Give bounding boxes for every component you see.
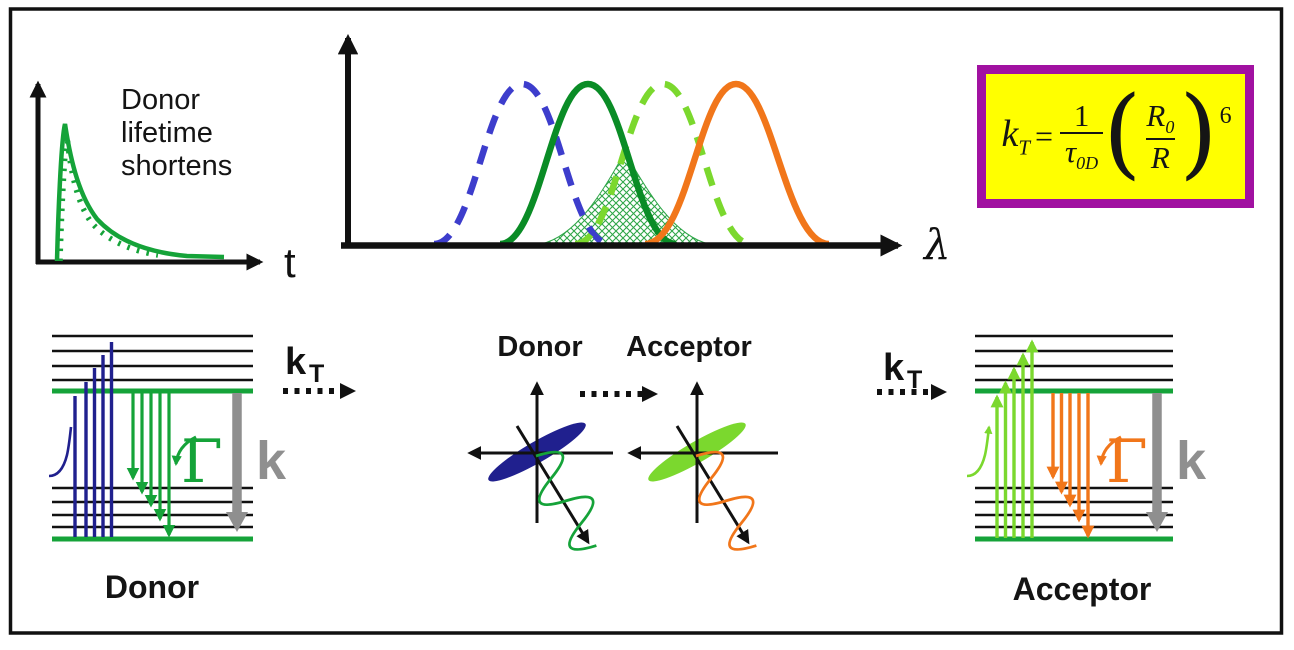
kt-label-subscript: T [309,360,324,388]
acceptor-nonradiative-rate-k-label: k [1176,431,1207,491]
acceptor-excitation-swoosh [966,425,993,478]
forster-rate-equation: kT = 1 τ0D ( R0 R ) 6 [1001,75,1232,190]
acceptor-dipole-diagram [627,381,778,551]
formula-r0-base: R [1146,97,1166,133]
transition-dipole-panel: Donor Acceptor [467,331,778,551]
donor-jablonski-diagram: Γ k Donor [48,334,287,605]
energy-transfer-right: k T [877,347,947,400]
acceptor-excitation-arrows [990,339,1039,538]
slide-frame [8,7,1284,635]
spectra-wavelength-axis-label: λ [922,220,951,269]
donor-radiative-rate-gamma-label: Γ [181,427,223,497]
acceptor-gamma-swoosh-arrow [1096,435,1122,467]
kt-label-base: k [883,347,905,389]
formula-distance-fraction: R0 R [1141,99,1179,174]
acceptor-nonradiative-arrowhead [1146,512,1168,532]
donor-emission-arrows [126,393,176,538]
formula-k: k [1001,113,1019,156]
kt-label-base: k [285,341,307,383]
spectral-overlap-plot: λ [337,33,951,269]
formula-tau-subscript: 0D [1076,153,1099,174]
acceptor-emission-curve [644,80,830,248]
acceptor-diagram-label: Acceptor [1013,571,1152,607]
formula-equals-sign: = [1035,118,1054,154]
acceptor-absorption-curve [574,80,752,248]
acceptor-dipole-diagonal-axis [675,425,750,545]
donor-diagram-label: Donor [105,569,199,605]
dipole-acceptor-label: Acceptor [626,331,752,363]
kt-dotted-arrowhead [340,383,356,399]
acceptor-emission-arrows [1046,393,1095,539]
formula-kt-term: kT [1001,112,1030,161]
donor-absorption-transitions [73,342,114,537]
acceptor-emitted-photon-wave [695,450,757,551]
donor-dipole-diagram [467,381,613,551]
donor-decay-plot: t [29,80,296,286]
decay-time-axis-label: t [284,239,296,286]
donor-excitation-swoosh [48,426,73,478]
dipole-transfer-dotted-arrowhead [642,386,658,402]
donor-nonradiative-arrowhead [226,512,248,532]
donor-absorption-curve [433,80,611,248]
formula-lifetime-fraction: 1 τ0D [1060,97,1104,174]
donor-gamma-swoosh-arrow [171,435,197,467]
energy-transfer-left: k T [283,341,356,399]
donor-nonradiative-rate-k-label: k [256,431,287,491]
kt-dotted-arrowhead [931,384,947,400]
formula-k-subscript: T [1018,135,1030,160]
formula-r0: R0 [1141,99,1179,138]
donor-lifetime-caption: Donor lifetime shortens [121,84,233,182]
acceptor-radiative-rate-gamma-label: Γ [1106,427,1148,497]
donor-emitted-photon-wave [535,450,597,551]
formula-r-base: R [1150,139,1170,175]
formula-numerator-one: 1 [1073,97,1090,133]
formula-denominator-tau: τ0D [1060,132,1104,174]
acceptor-jablonski-diagram: Γ k Acceptor [966,334,1207,607]
dipole-donor-label: Donor [497,331,582,363]
donor-dipole-diagonal-axis [515,425,590,545]
kt-label-subscript: T [907,366,922,394]
donor-decay-curve-solid [54,123,225,262]
formula-tau: τ [1065,134,1077,170]
formula-r: R [1145,137,1175,175]
forster-rate-formula-box: kT = 1 τ0D ( R0 R ) 6 [977,65,1254,208]
formula-r0-subscript: 0 [1165,117,1175,138]
donor-emission-curve [499,80,677,248]
formula-exponent-six: 6 [1219,102,1232,129]
